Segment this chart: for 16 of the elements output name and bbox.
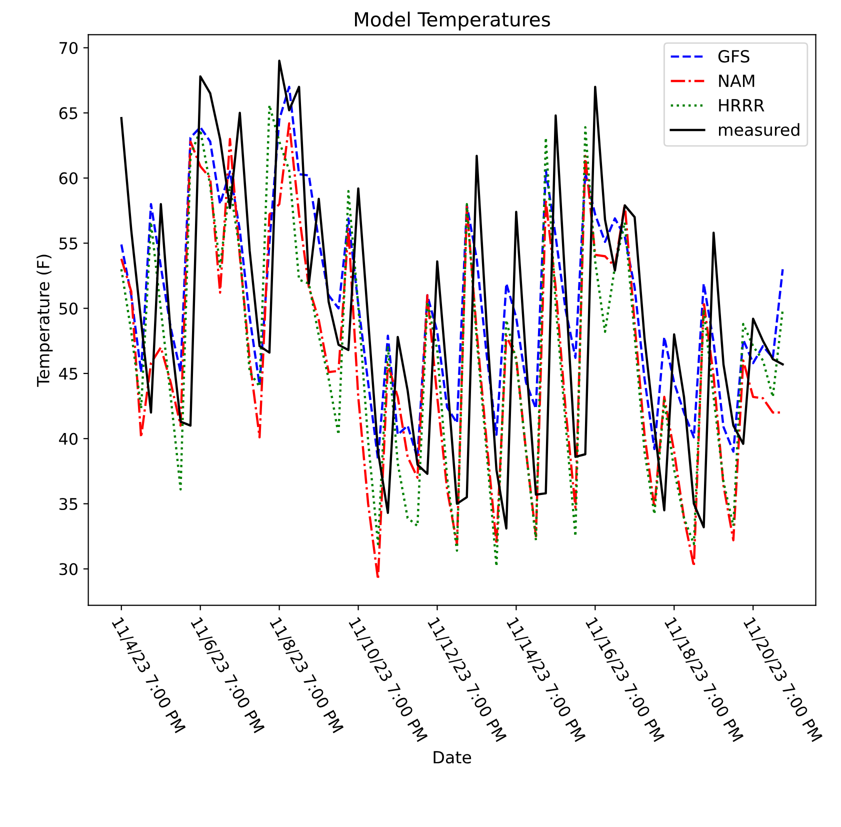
y-tick-label: 65 [59, 107, 78, 120]
chart-title: Model Temperatures [355, 12, 550, 30]
legend-label: GFS [718, 50, 750, 63]
legend-label: measured [719, 123, 800, 136]
y-tick-label: 70 [60, 42, 78, 54]
y-tick-label: 60 [59, 172, 78, 184]
y-tick-label: 30 [59, 563, 78, 576]
y-tick-label: 55 [59, 238, 78, 250]
y-tick-label: 40 [59, 432, 78, 445]
y-tick-label: 45 [59, 368, 78, 380]
y-tick-label: 35 [59, 498, 78, 510]
legend-label: NAM [719, 74, 754, 87]
y-axis-title: Temperature (F) [36, 254, 53, 387]
legend-label: HRRR [719, 99, 764, 112]
x-axis-title: Date [434, 751, 472, 764]
y-tick-label: 50 [59, 302, 78, 315]
